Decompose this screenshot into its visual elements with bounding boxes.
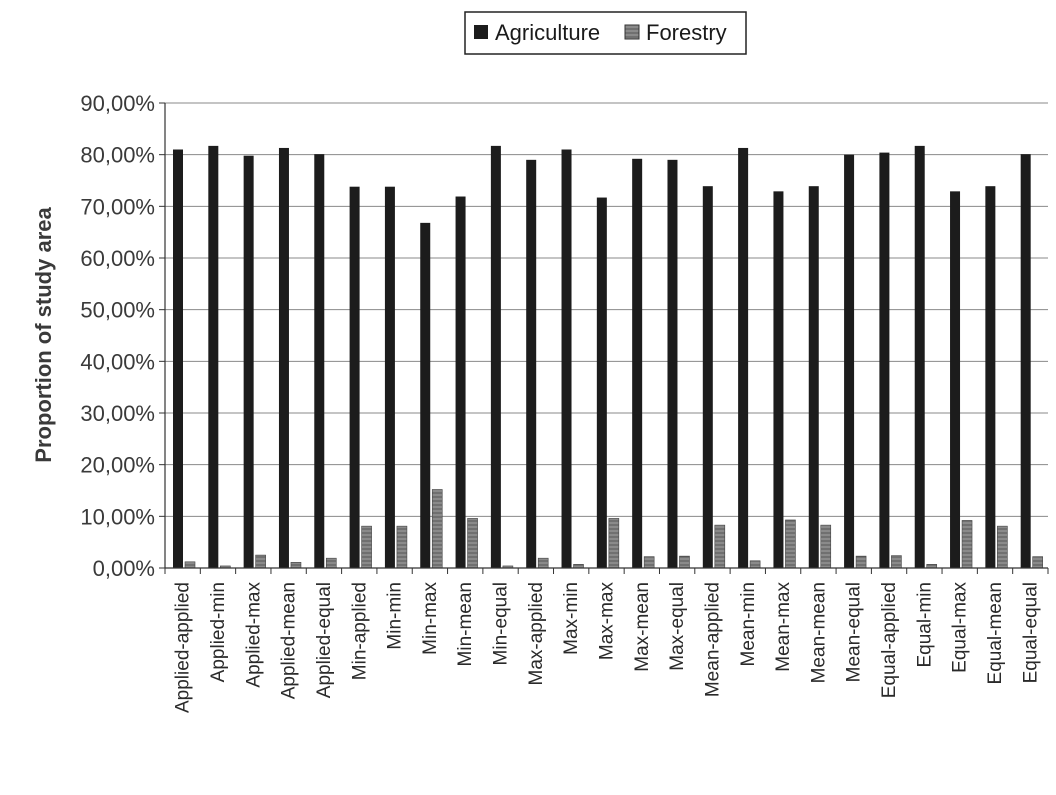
bar-forestry bbox=[608, 518, 620, 569]
x-tick-label: Min-equal bbox=[491, 582, 512, 665]
axes bbox=[164, 103, 1049, 574]
bar-agriculture bbox=[808, 186, 819, 568]
bar-agriculture bbox=[314, 154, 325, 568]
y-axis-title: Proportion of study area bbox=[31, 207, 56, 463]
bar-forestry bbox=[749, 560, 761, 569]
x-tick-label: Applied-min bbox=[208, 582, 229, 682]
bar-agriculture bbox=[1020, 154, 1031, 568]
bar-agriculture bbox=[349, 186, 360, 568]
bar-forestry bbox=[643, 556, 655, 569]
x-tick-label: Max-equal bbox=[667, 582, 688, 671]
legend-label-forestry: Forestry bbox=[646, 20, 727, 45]
y-tick-label: 80,00% bbox=[80, 143, 155, 168]
y-axis-ticks: 0,00% 10,00% 20,00% 30,00% 40,00% 50,00% 60,00… bbox=[80, 91, 165, 581]
bar-agriculture bbox=[985, 186, 996, 568]
bar-agriculture bbox=[596, 197, 607, 569]
y-tick-label: 10,00% bbox=[80, 504, 155, 529]
bar-agriculture bbox=[914, 145, 925, 568]
bar-forestry bbox=[431, 489, 443, 569]
x-tick-label: Equal-max bbox=[950, 582, 971, 673]
bar-agriculture bbox=[490, 145, 501, 568]
x-tick-label: Applied-equal bbox=[314, 582, 335, 698]
bars bbox=[173, 145, 1043, 569]
bar-agriculture bbox=[667, 159, 678, 569]
y-tick-label: 0,00% bbox=[93, 556, 155, 581]
bar-agriculture bbox=[455, 196, 466, 568]
bar-agriculture bbox=[702, 186, 713, 568]
x-tick-label: Min-max bbox=[420, 582, 441, 655]
bar-agriculture bbox=[420, 222, 431, 568]
bar-forestry bbox=[714, 524, 726, 569]
legend-box bbox=[464, 11, 747, 55]
y-tick-label: 20,00% bbox=[80, 453, 155, 478]
x-tick-label: Max-max bbox=[597, 582, 618, 661]
bar-forestry bbox=[785, 519, 796, 569]
x-tick-label: Applied-max bbox=[243, 582, 264, 688]
x-tick-label: Min-mean bbox=[455, 582, 476, 666]
x-tick-label: Mean-equal bbox=[844, 582, 865, 682]
legend: Agriculture Forestry bbox=[464, 11, 747, 55]
x-tick-label: Applied-mean bbox=[279, 582, 300, 699]
bar-agriculture bbox=[208, 145, 219, 568]
bar-agriculture bbox=[879, 152, 890, 568]
bar-forestry bbox=[396, 525, 408, 569]
y-tick-label: 30,00% bbox=[80, 401, 155, 426]
x-tick-label: Equal-mean bbox=[985, 582, 1006, 684]
x-tick-label: Min-min bbox=[385, 582, 406, 650]
x-tick-label: Equal-applied bbox=[879, 582, 900, 698]
x-tick-label: Applied-applied bbox=[173, 582, 194, 713]
bar-agriculture bbox=[278, 147, 289, 568]
bar-agriculture bbox=[950, 191, 961, 568]
bar-agriculture bbox=[773, 191, 784, 568]
bar-forestry bbox=[537, 557, 549, 569]
y-tick-label: 60,00% bbox=[80, 246, 155, 271]
x-tick-label: Max-min bbox=[561, 582, 582, 655]
x-tick-label: Equal-min bbox=[914, 582, 935, 668]
bar-forestry bbox=[467, 518, 478, 569]
y-tick-label: 70,00% bbox=[80, 194, 155, 219]
bar-agriculture bbox=[526, 159, 537, 569]
y-tick-label: 50,00% bbox=[80, 298, 155, 323]
bar-forestry bbox=[1032, 556, 1043, 569]
bar-agriculture bbox=[561, 149, 572, 568]
bar-forestry bbox=[961, 520, 973, 569]
x-tick-label: Mean-max bbox=[773, 582, 794, 672]
bar-agriculture bbox=[243, 155, 254, 568]
bar-agriculture bbox=[384, 186, 395, 568]
x-tick-label: Mean-applied bbox=[702, 582, 723, 697]
x-tick-label: Max-applied bbox=[526, 582, 547, 686]
bar-agriculture bbox=[173, 149, 183, 568]
bar-forestry bbox=[255, 554, 266, 569]
bar-forestry bbox=[290, 562, 302, 569]
bar-agriculture bbox=[738, 147, 749, 568]
bar-forestry bbox=[361, 525, 372, 569]
legend-swatch-agriculture bbox=[474, 25, 488, 39]
legend-label-agriculture: Agriculture bbox=[495, 20, 600, 45]
bar-agriculture bbox=[632, 158, 643, 569]
y-tick-label: 40,00% bbox=[80, 349, 155, 374]
bar-forestry bbox=[184, 561, 196, 569]
bar-forestry bbox=[891, 555, 902, 569]
x-tick-label: Mean-min bbox=[738, 582, 759, 666]
bar-agriculture bbox=[844, 154, 855, 568]
legend-swatch-forestry bbox=[624, 24, 640, 40]
bar-forestry bbox=[855, 555, 867, 569]
bar-forestry bbox=[820, 524, 832, 569]
x-tick-label: Equal-equal bbox=[1020, 582, 1041, 683]
x-tick-label: Max-mean bbox=[632, 582, 653, 672]
bar-forestry bbox=[997, 525, 1008, 569]
x-tick-label: Min-applied bbox=[349, 582, 370, 680]
bar-forestry bbox=[679, 555, 690, 569]
y-tick-label: 90,00% bbox=[80, 91, 155, 116]
bar-forestry bbox=[325, 557, 337, 569]
x-tick-label: Mean-mean bbox=[808, 582, 829, 683]
x-axis-ticks: Applied-applied Applied-min Applied-max App… bbox=[173, 582, 1042, 713]
